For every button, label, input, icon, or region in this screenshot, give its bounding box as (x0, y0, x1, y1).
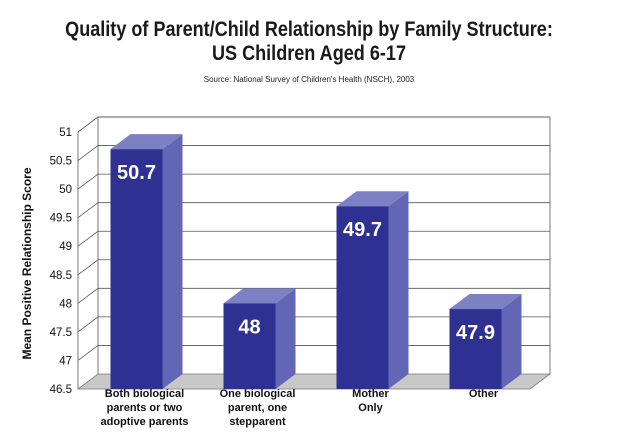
bar-top (223, 288, 296, 304)
bar-top (449, 294, 522, 310)
x-tick-label: One biological (220, 388, 296, 400)
x-tick-label: Only (358, 402, 383, 414)
bar-side (388, 191, 409, 389)
x-tick-label: adoptive parents (100, 416, 188, 428)
x-tick-label: stepparent (229, 416, 286, 428)
y-tick-label: 49 (59, 241, 72, 253)
bar (110, 149, 163, 389)
gridline-wall (77, 202, 99, 218)
data-label: 50.7 (117, 162, 156, 184)
x-tick-label: parent, one (228, 402, 287, 414)
bar-side (162, 134, 183, 389)
chart-title-line-2: US Children Aged 6-17 (211, 42, 407, 65)
y-tick-label: 47 (59, 355, 72, 367)
gridline-wall (77, 259, 99, 276)
gridline-wall (77, 145, 99, 161)
gridline-wall (77, 345, 99, 361)
data-label: 48 (238, 316, 260, 338)
data-label: 49.7 (343, 219, 382, 241)
bar-side (501, 294, 522, 389)
gridline-wall (77, 316, 99, 333)
data-label: 47.9 (456, 322, 495, 344)
bar-side (275, 288, 296, 389)
bar-top (336, 191, 409, 207)
y-tick-label: 47.5 (50, 327, 72, 339)
gridline-wall (77, 116, 99, 133)
y-tick-label: 50.5 (50, 156, 72, 168)
x-tick-label: parents or two (107, 402, 183, 414)
gridline-wall (77, 230, 99, 247)
gridline-wall (77, 288, 99, 304)
x-tick-label: Other (469, 388, 499, 400)
x-tick-label: Both biological (105, 388, 184, 400)
y-tick-label: 46.5 (50, 384, 72, 396)
y-tick-label: 51 (59, 127, 72, 139)
x-tick-label: Mother (352, 388, 389, 400)
bar (449, 309, 502, 389)
y-tick-label: 49.5 (50, 213, 72, 225)
y-axis-label: Mean Positive Relationship Score (20, 167, 34, 359)
gridline-wall (77, 173, 99, 190)
y-tick-label: 50 (59, 184, 72, 196)
chart-title-line-1: Quality of Parent/Child Relationship by … (65, 18, 553, 41)
bar-top (110, 134, 183, 150)
bar (336, 206, 389, 389)
y-tick-label: 48.5 (50, 270, 72, 282)
bar (223, 303, 276, 389)
y-tick-label: 48 (59, 298, 72, 310)
chart-source-note: Source: National Survey of Children's He… (203, 75, 415, 84)
